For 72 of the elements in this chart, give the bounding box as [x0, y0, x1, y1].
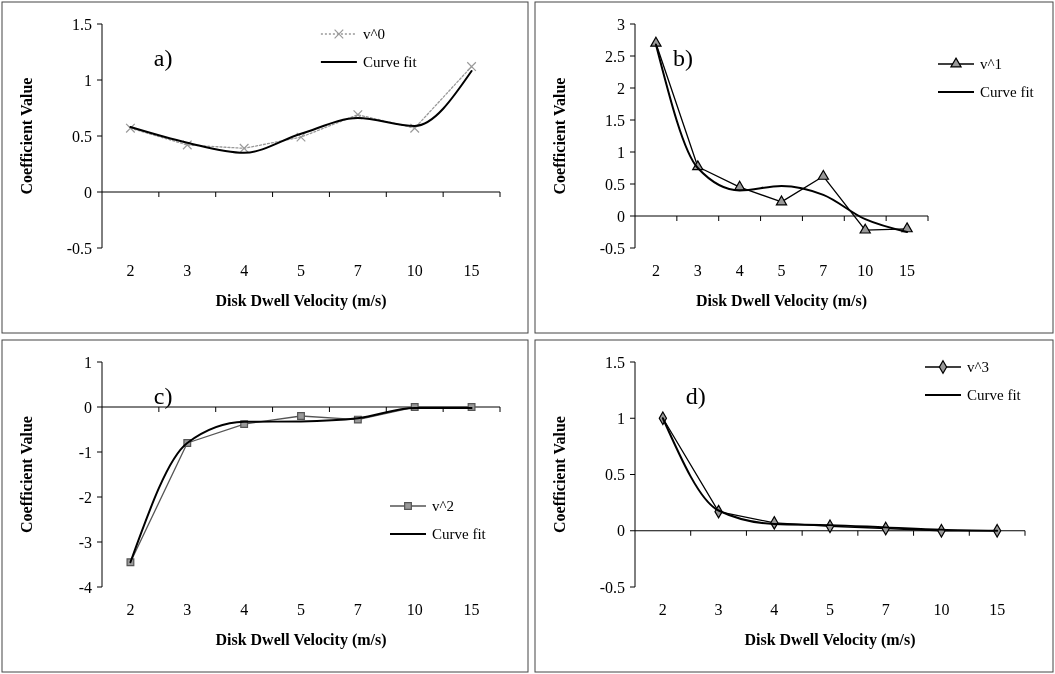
y-tick-label: 3 [617, 15, 625, 33]
x-tick-label: 3 [183, 601, 192, 618]
x-tick-label: 4 [735, 262, 744, 279]
legend-label: Curve fit [362, 54, 418, 71]
y-axis-title: Coefficient Value [551, 416, 568, 533]
y-tick-label: 2 [617, 79, 625, 97]
x-tick-label: 7 [353, 262, 362, 279]
x-tick-label: 4 [240, 262, 249, 279]
legend-label: v^0 [362, 26, 385, 43]
y-tick-label: -0.5 [599, 578, 625, 596]
y-tick-label: 0 [84, 398, 92, 416]
y-tick-label: -3 [78, 533, 92, 551]
y-axis-title: Coefficient Value [551, 77, 568, 195]
legend-label: v^3 [967, 359, 990, 376]
y-tick-label: -0.5 [66, 239, 92, 257]
y-tick-label: 2.5 [605, 47, 625, 65]
annotation: d) [685, 383, 706, 409]
x-axis-title: Disk Dwell Velocity (m/s) [695, 292, 868, 310]
x-tick-label: 15 [899, 262, 916, 279]
x-tick-label: 10 [857, 262, 874, 279]
y-tick-label: -2 [78, 488, 92, 506]
x-tick-label: 5 [826, 601, 834, 618]
y-tick-label: -1 [78, 443, 92, 461]
y-tick-label: 1.5 [605, 111, 625, 129]
x-tick-label: 7 [881, 601, 890, 618]
y-tick-label: 0.5 [605, 466, 625, 484]
legend-label: v^2 [432, 498, 455, 515]
x-tick-label: 2 [126, 601, 135, 618]
x-tick-label: 15 [989, 601, 1006, 618]
annotation: a) [153, 45, 173, 71]
x-tick-label: 10 [406, 601, 423, 618]
x-axis-title: Disk Dwell Velocity (m/s) [215, 292, 387, 310]
annotation: c) [153, 383, 173, 409]
y-tick-label: 1 [617, 409, 625, 427]
y-tick-label: -0.5 [599, 239, 625, 257]
x-tick-label: 5 [297, 262, 305, 279]
y-tick-label: 1.5 [605, 353, 625, 371]
legend-label: Curve fit [432, 526, 487, 543]
x-tick-label: 5 [297, 601, 305, 618]
x-tick-label: 3 [693, 262, 702, 279]
x-tick-label: 7 [819, 262, 828, 279]
legend-label: Curve fit [967, 387, 1022, 404]
y-axis-title: Coefficient Value [18, 77, 35, 195]
y-tick-label: 0 [617, 522, 625, 540]
x-tick-label: 5 [777, 262, 786, 279]
x-tick-label: 10 [406, 262, 423, 279]
legend-label: Curve fit [980, 84, 1035, 101]
x-tick-label: 2 [658, 601, 667, 618]
legend-label: v^1 [980, 56, 1003, 73]
x-axis-title: Disk Dwell Velocity (m/s) [744, 631, 916, 649]
x-tick-label: 2 [651, 262, 660, 279]
y-axis-title: Coefficient Value [18, 416, 35, 533]
x-tick-label: 2 [126, 262, 135, 279]
x-tick-label: 10 [933, 601, 950, 618]
x-tick-label: 15 [463, 601, 480, 618]
x-tick-label: 4 [240, 601, 249, 618]
y-tick-label: -4 [78, 578, 92, 596]
x-tick-label: 7 [353, 601, 362, 618]
y-tick-label: 0 [84, 183, 92, 201]
y-tick-label: 0 [617, 207, 625, 225]
x-tick-label: 3 [183, 262, 192, 279]
y-tick-label: 1.5 [72, 15, 92, 33]
x-tick-label: 15 [463, 262, 480, 279]
x-tick-label: 3 [714, 601, 723, 618]
y-tick-label: 0.5 [605, 175, 625, 193]
x-axis-title: Disk Dwell Velocity (m/s) [215, 631, 387, 649]
x-tick-label: 4 [770, 601, 779, 618]
y-tick-label: 0.5 [72, 127, 92, 145]
annotation: b) [673, 45, 694, 71]
y-tick-label: 1 [617, 143, 625, 161]
y-tick-label: 1 [84, 353, 92, 371]
y-tick-label: 1 [84, 71, 92, 89]
